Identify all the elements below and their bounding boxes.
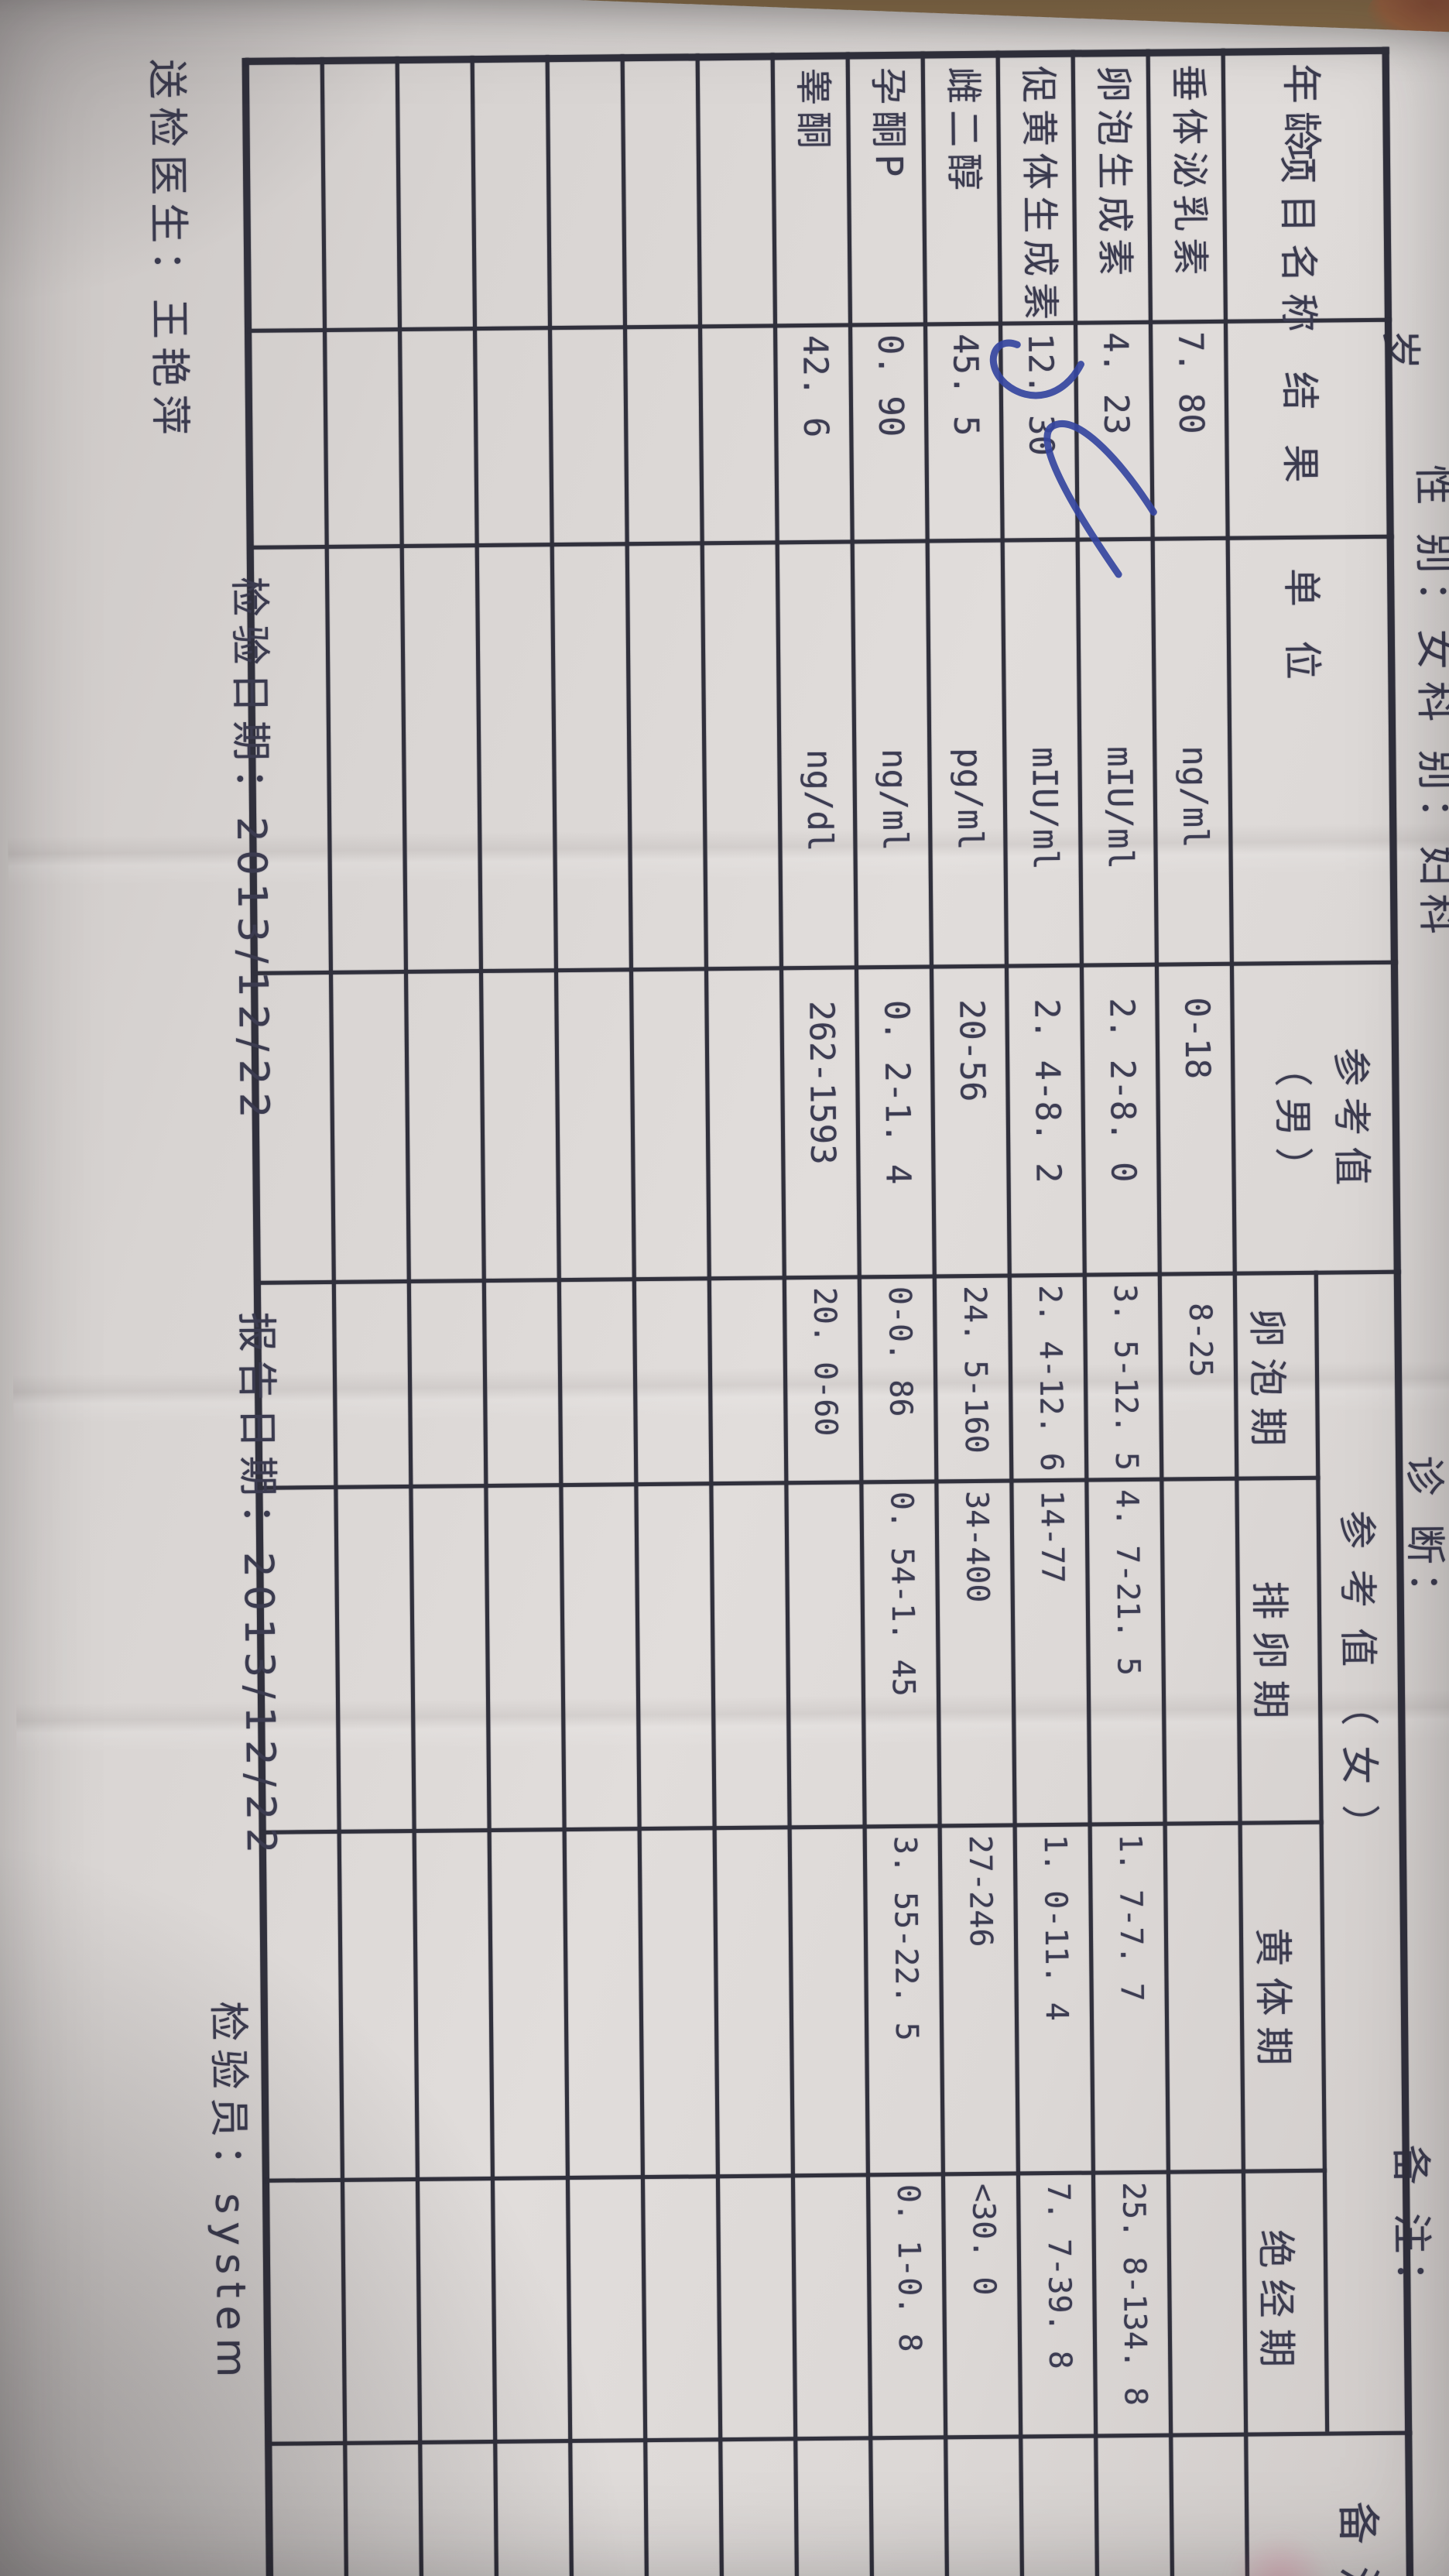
row-ovulation: 34-400 xyxy=(958,1490,995,1603)
col-line-menopause-end xyxy=(268,2430,1413,2446)
header-unit: 单 位 xyxy=(1279,567,1325,691)
row-result: 0. 90 xyxy=(870,334,911,437)
department-field: 科 别：妇科 xyxy=(1411,680,1449,943)
row-ref-male: 262-1593 xyxy=(801,1000,843,1166)
row-item-name: 睾酮 xyxy=(790,67,835,156)
row-line xyxy=(545,55,575,2576)
row-item-name: 孕酮P xyxy=(865,67,911,183)
row-unit: ng/dl xyxy=(799,748,840,852)
header-result: 结 果 xyxy=(1276,371,1324,495)
row-item-name: 垂体泌乳素 xyxy=(1166,63,1212,282)
row-ovulation: 4. 7-21. 5 xyxy=(1108,1488,1146,1677)
row-ovulation: 0. 54-1. 45 xyxy=(883,1491,922,1697)
col-line-result-unit xyxy=(249,534,1394,550)
header-luteal: 黄体期 xyxy=(1249,1927,1297,2077)
row-luteal: 27-246 xyxy=(961,1834,999,1947)
report-date-field: 报告日期：2013/12/22 xyxy=(232,1311,285,1862)
test-date-field: 检验日期：2013/12/22 xyxy=(225,576,277,1126)
table-left-border xyxy=(245,46,1389,65)
row-ovulation: 14-77 xyxy=(1033,1489,1070,1584)
row-unit: ng/ml xyxy=(1174,745,1215,848)
tester-field: 检验员：system xyxy=(204,2000,255,2386)
row-luteal: 1. 7-7. 7 xyxy=(1112,1833,1149,2002)
row-unit: mIU/ml xyxy=(1099,745,1140,870)
row-item-name: 促黄体生成素 xyxy=(1016,65,1063,327)
row-unit: mIU/ml xyxy=(1024,746,1065,871)
remark-label: 备 注： xyxy=(1386,2144,1435,2310)
header-ref-female: 参考值（女） xyxy=(1334,1509,1383,1864)
row-menopause: <30. 0 xyxy=(965,2183,1002,2296)
fold-crease xyxy=(16,1689,1449,1753)
row-follicular: 24. 5-160 xyxy=(956,1285,994,1454)
sending-doctor-field: 送检医生：王艳萍 xyxy=(142,58,194,444)
row-item-name: 卵泡生成素 xyxy=(1091,64,1137,283)
header-item-name: 项目名称 xyxy=(1274,144,1322,344)
col-line-unit-refmale xyxy=(253,960,1398,975)
row-result: 42. 6 xyxy=(795,334,836,438)
row-unit: pg/ml xyxy=(949,747,990,851)
row-follicular: 0-0. 86 xyxy=(881,1286,919,1417)
row-menopause: 25. 8-134. 8 xyxy=(1115,2181,1153,2406)
row-line xyxy=(695,53,725,2576)
col-line-refmale-female xyxy=(256,1269,1401,1285)
gender-field: 性 别：女 xyxy=(1409,464,1449,678)
row-menopause: 0. 1-0. 8 xyxy=(890,2184,928,2352)
row-follicular: 2. 4-12. 6 xyxy=(1031,1284,1070,1472)
header-ref-male-2: （男） xyxy=(1269,1047,1316,1197)
header-ovulation: 排卵期 xyxy=(1246,1581,1293,1730)
age-unit-label: 岁 xyxy=(1376,329,1423,378)
header-menopause: 绝经期 xyxy=(1252,2229,1300,2379)
row-line xyxy=(620,54,650,2576)
row-item-name: 雌二醇 xyxy=(940,66,986,197)
pen-check-mark xyxy=(989,339,1157,578)
row-follicular: 3. 5-12. 5 xyxy=(1106,1283,1145,1471)
row-line xyxy=(320,57,350,2576)
row-luteal: 3. 55-22. 5 xyxy=(886,1835,925,2041)
row-ref-male: 20-56 xyxy=(951,999,992,1102)
row-follicular: 20. 0-60 xyxy=(806,1286,844,1437)
row-ref-male: 0-18 xyxy=(1177,996,1218,1080)
row-unit: ng/ml xyxy=(874,748,915,851)
female-header-split-line xyxy=(1314,1270,1330,2432)
header-ref-male-1: 参考值 xyxy=(1327,1047,1375,1197)
header-follicular: 卵泡期 xyxy=(1244,1308,1291,1458)
row-line xyxy=(395,57,425,2576)
row-ref-male: 2. 4-8. 2 xyxy=(1026,998,1068,1184)
row-menopause: 7. 7-39. 8 xyxy=(1040,2182,1078,2370)
diagnosis-label: 诊 断： xyxy=(1400,1455,1449,1621)
row-ref-male: 2. 2-8. 0 xyxy=(1101,997,1143,1183)
row-line xyxy=(470,56,500,2576)
clipped-corner-text: 备注 xyxy=(1332,2500,1384,2576)
row-ref-male: 0. 2-1. 4 xyxy=(876,999,918,1185)
row-luteal: 1. 0-11. 4 xyxy=(1036,1834,1075,2022)
row-follicular: 8-25 xyxy=(1182,1302,1219,1378)
